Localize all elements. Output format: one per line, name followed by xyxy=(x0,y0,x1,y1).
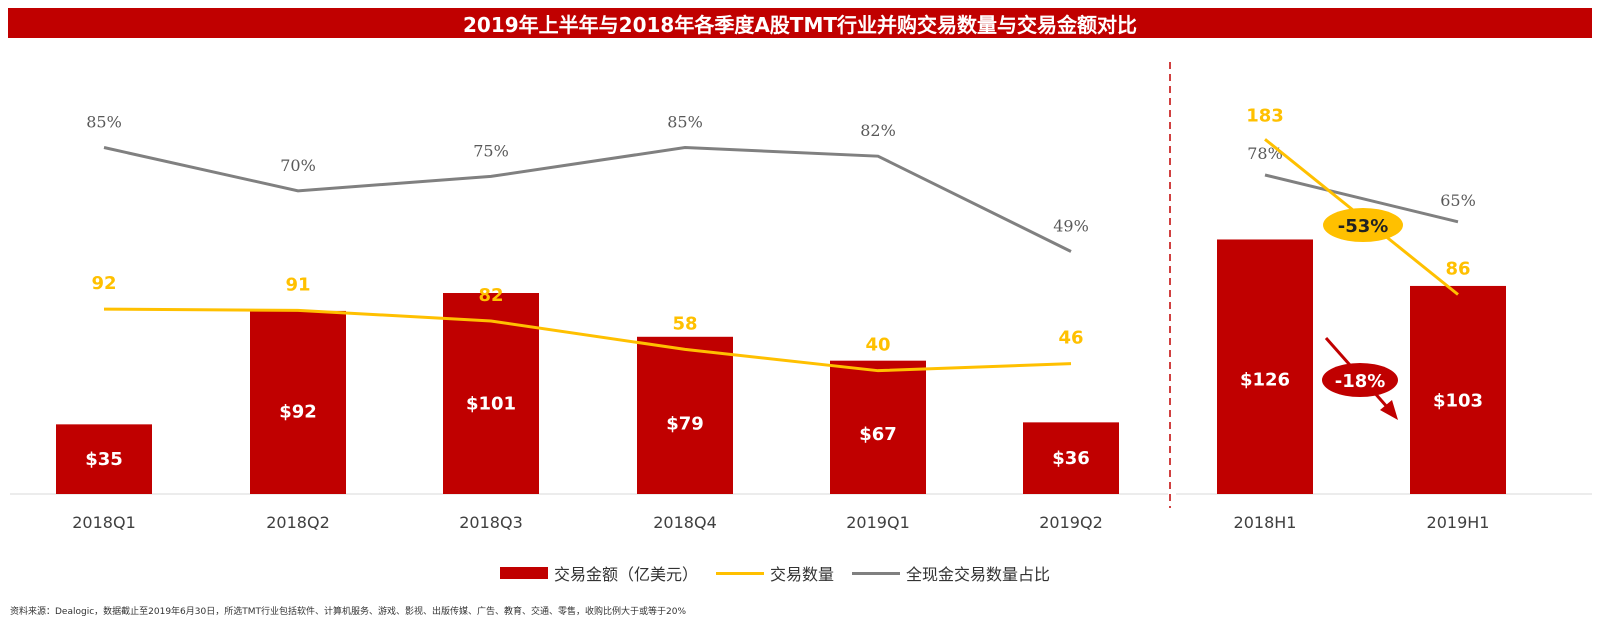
cash-ratio-label-2019Q1: 82% xyxy=(860,121,896,140)
x-tick-label-2018H1: 2018H1 xyxy=(1234,513,1297,532)
bar-label-2019Q2: $36 xyxy=(1052,448,1090,469)
count-label-2018Q3: 82 xyxy=(478,285,503,306)
bar-2019H1 xyxy=(1410,285,1506,494)
legend: 交易金额（亿美元） 交易数量 全现金交易数量占比 xyxy=(500,560,1050,586)
x-tick-label-2019Q1: 2019Q1 xyxy=(846,513,910,532)
x-tick-label-2018Q2: 2018Q2 xyxy=(266,513,330,532)
amount-change-arrowhead xyxy=(1380,400,1398,420)
bar-2018Q4 xyxy=(637,336,733,494)
chart-title: 2019年上半年与2018年各季度A股TMT行业并购交易数量与交易金额对比 xyxy=(463,12,1137,37)
amount-change-label: -18% xyxy=(1335,371,1386,392)
count-label-2018Q1: 92 xyxy=(91,273,116,294)
amount-change-badge xyxy=(1322,363,1398,397)
count-label-2018Q2: 91 xyxy=(285,274,310,295)
legend-swatch-count xyxy=(716,571,765,575)
cash-ratio-label-2018Q4: 85% xyxy=(667,113,703,132)
cash-ratio-label-2019H1: 65% xyxy=(1440,191,1476,210)
cash-ratio-label-2019Q2: 49% xyxy=(1053,216,1089,235)
count-label-2018H1: 183 xyxy=(1246,105,1284,126)
legend-item-cash-ratio: 全现金交易数量占比 xyxy=(852,561,1050,585)
legend-item-count: 交易数量 xyxy=(716,561,834,585)
source-note: 资料来源：Dealogic，数据截止至2019年6月30日，所选TMT行业包括软… xyxy=(10,607,687,617)
legend-item-amount: 交易金额（亿美元） xyxy=(500,561,698,585)
series-line-cash-ratio-q xyxy=(103,146,1072,253)
count-label-2019Q2: 46 xyxy=(1058,328,1083,349)
bar-2019Q2 xyxy=(1023,422,1119,494)
x-tick-label-2019Q2: 2019Q2 xyxy=(1039,513,1103,532)
count-change-label: -53% xyxy=(1338,216,1389,237)
bar-2019Q1 xyxy=(830,360,926,494)
series-line-cash-ratio-h xyxy=(1264,173,1459,224)
cash-ratio-label-2018Q2: 70% xyxy=(280,156,316,175)
legend-swatch-amount xyxy=(500,567,548,579)
legend-label-cash-ratio: 全现金交易数量占比 xyxy=(906,565,1051,584)
x-tick-label-2018Q1: 2018Q1 xyxy=(72,513,136,532)
x-tick-label-2018Q3: 2018Q3 xyxy=(459,513,523,532)
legend-label-count: 交易数量 xyxy=(770,565,835,584)
count-label-2019H1: 86 xyxy=(1445,259,1470,280)
bar-label-2018Q3: $101 xyxy=(466,394,516,415)
legend-swatch-cash-ratio xyxy=(852,571,901,575)
bar-label-2019H1: $103 xyxy=(1433,390,1483,411)
bar-label-2018H1: $126 xyxy=(1240,369,1290,390)
count-label-2019Q1: 40 xyxy=(865,335,890,356)
bar-label-2019Q1: $67 xyxy=(859,424,897,445)
bar-2018H1 xyxy=(1217,239,1313,494)
x-tick-label-2018Q4: 2018Q4 xyxy=(653,513,717,532)
x-tick-label-2019H1: 2019H1 xyxy=(1427,513,1490,532)
cash-ratio-label-2018Q3: 75% xyxy=(473,141,509,160)
bar-2018Q2 xyxy=(250,310,346,494)
count-label-2018Q4: 58 xyxy=(672,313,697,334)
cash-ratio-label-2018H1: 78% xyxy=(1247,144,1283,163)
cash-ratio-label-2018Q1: 85% xyxy=(86,113,122,132)
bar-label-2018Q1: $35 xyxy=(85,449,123,470)
bar-2018Q1 xyxy=(56,424,152,494)
chart-title-bar: 2019年上半年与2018年各季度A股TMT行业并购交易数量与交易金额对比 xyxy=(8,8,1592,38)
legend-label-amount: 交易金额（亿美元） xyxy=(554,565,699,584)
series-line-count-q xyxy=(103,307,1072,373)
bar-label-2018Q4: $79 xyxy=(666,413,704,434)
bar-label-2018Q2: $92 xyxy=(279,402,317,423)
count-change-badge xyxy=(1323,208,1403,242)
